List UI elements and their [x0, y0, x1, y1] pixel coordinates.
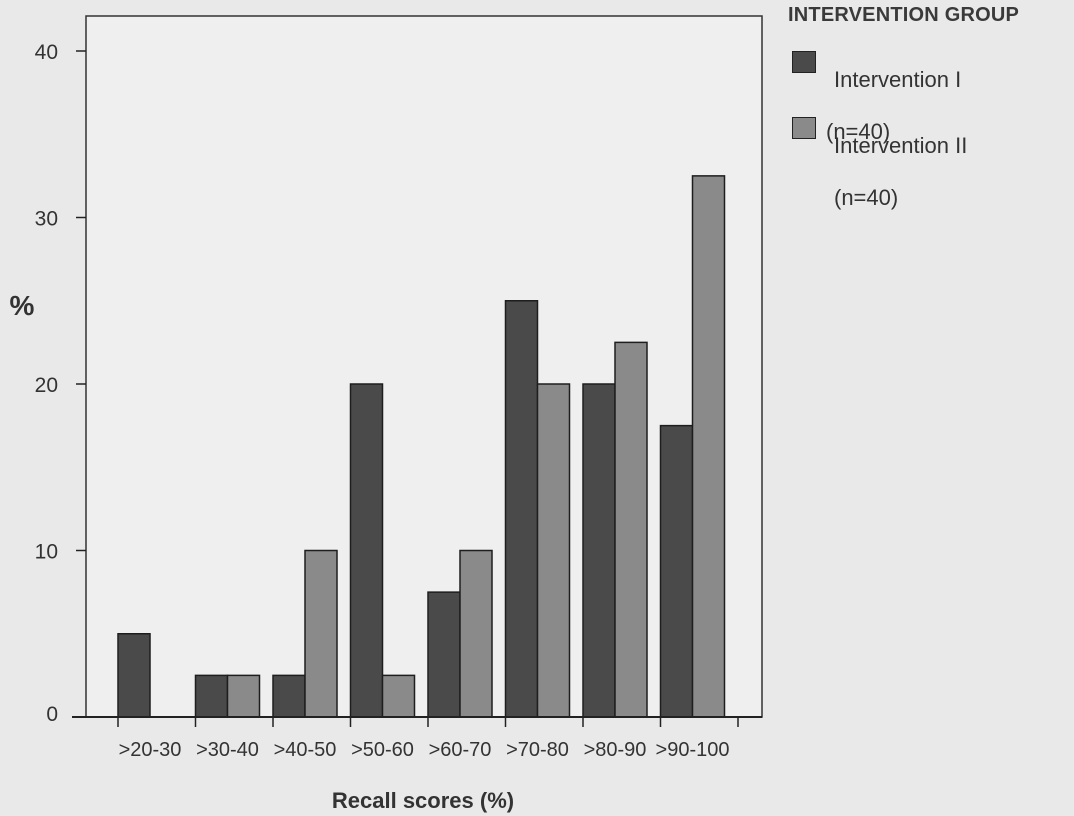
- legend: INTERVENTION GROUP Intervention I (n=40)…: [788, 4, 1068, 210]
- x-tick-label: >50-60: [351, 739, 414, 761]
- bar-series1->50-60: [349, 383, 384, 718]
- y-tick-label: 30: [35, 208, 58, 231]
- bar-series1->60-70: [427, 591, 461, 718]
- legend-title: INTERVENTION GROUP: [788, 4, 1020, 26]
- x-tick-label: >40-50: [274, 739, 337, 761]
- legend-label-line2: (n=40): [826, 119, 891, 144]
- legend-item-intervention-2: Intervention II (n=40): [788, 107, 1068, 210]
- y-tick-label: 10: [35, 541, 58, 564]
- legend-label-intervention-1: Intervention I (n=40): [826, 41, 962, 171]
- legend-label-line1: Intervention II: [834, 133, 968, 158]
- bar-series1->20-30: [117, 633, 151, 718]
- legend-label-line2: (n=40): [834, 185, 899, 210]
- x-tick-label: >30-40: [196, 739, 259, 761]
- x-tick-label: >80-90: [584, 739, 647, 761]
- bar-series1->90-100: [659, 424, 694, 718]
- bar-series2->80-90: [614, 341, 648, 718]
- legend-item-intervention-1: Intervention I (n=40): [788, 41, 1068, 144]
- y-tick-label: 20: [35, 374, 58, 397]
- bar-series2->50-60: [381, 674, 416, 718]
- axis-layer: 0 10 20 30 40 >20-30 >30-40 >40-50 >50-60 >60-70 >…: [35, 41, 762, 761]
- bar-series2->30-40: [226, 674, 261, 718]
- legend-label-intervention-2: Intervention II (n=40): [834, 107, 967, 237]
- y-tick-label: 40: [35, 41, 58, 64]
- y-axis-label: %: [10, 290, 35, 321]
- bar-series1->30-40: [194, 674, 229, 718]
- x-axis-label: Recall scores (%): [332, 788, 514, 813]
- bar-series2->70-80: [536, 383, 571, 718]
- y-tick-label: 0: [46, 703, 58, 726]
- legend-label-line1: Intervention I: [834, 67, 962, 92]
- x-tick-label: >90-100: [656, 739, 730, 761]
- x-tick-label: >20-30: [119, 739, 182, 761]
- bar-series2->60-70: [459, 549, 493, 718]
- legend-swatch-intervention-1: [792, 51, 816, 73]
- bar-series1->40-50: [272, 674, 306, 718]
- bar-series2->90-100: [691, 175, 726, 718]
- legend-swatch-intervention-2: [792, 117, 816, 139]
- bar-series1->80-90: [582, 383, 616, 718]
- x-tick-label: >70-80: [506, 739, 569, 761]
- plot-area: [85, 15, 763, 718]
- x-tick-label: >60-70: [429, 739, 492, 761]
- bar-series2->40-50: [304, 549, 338, 718]
- bar-series1->70-80: [504, 300, 539, 718]
